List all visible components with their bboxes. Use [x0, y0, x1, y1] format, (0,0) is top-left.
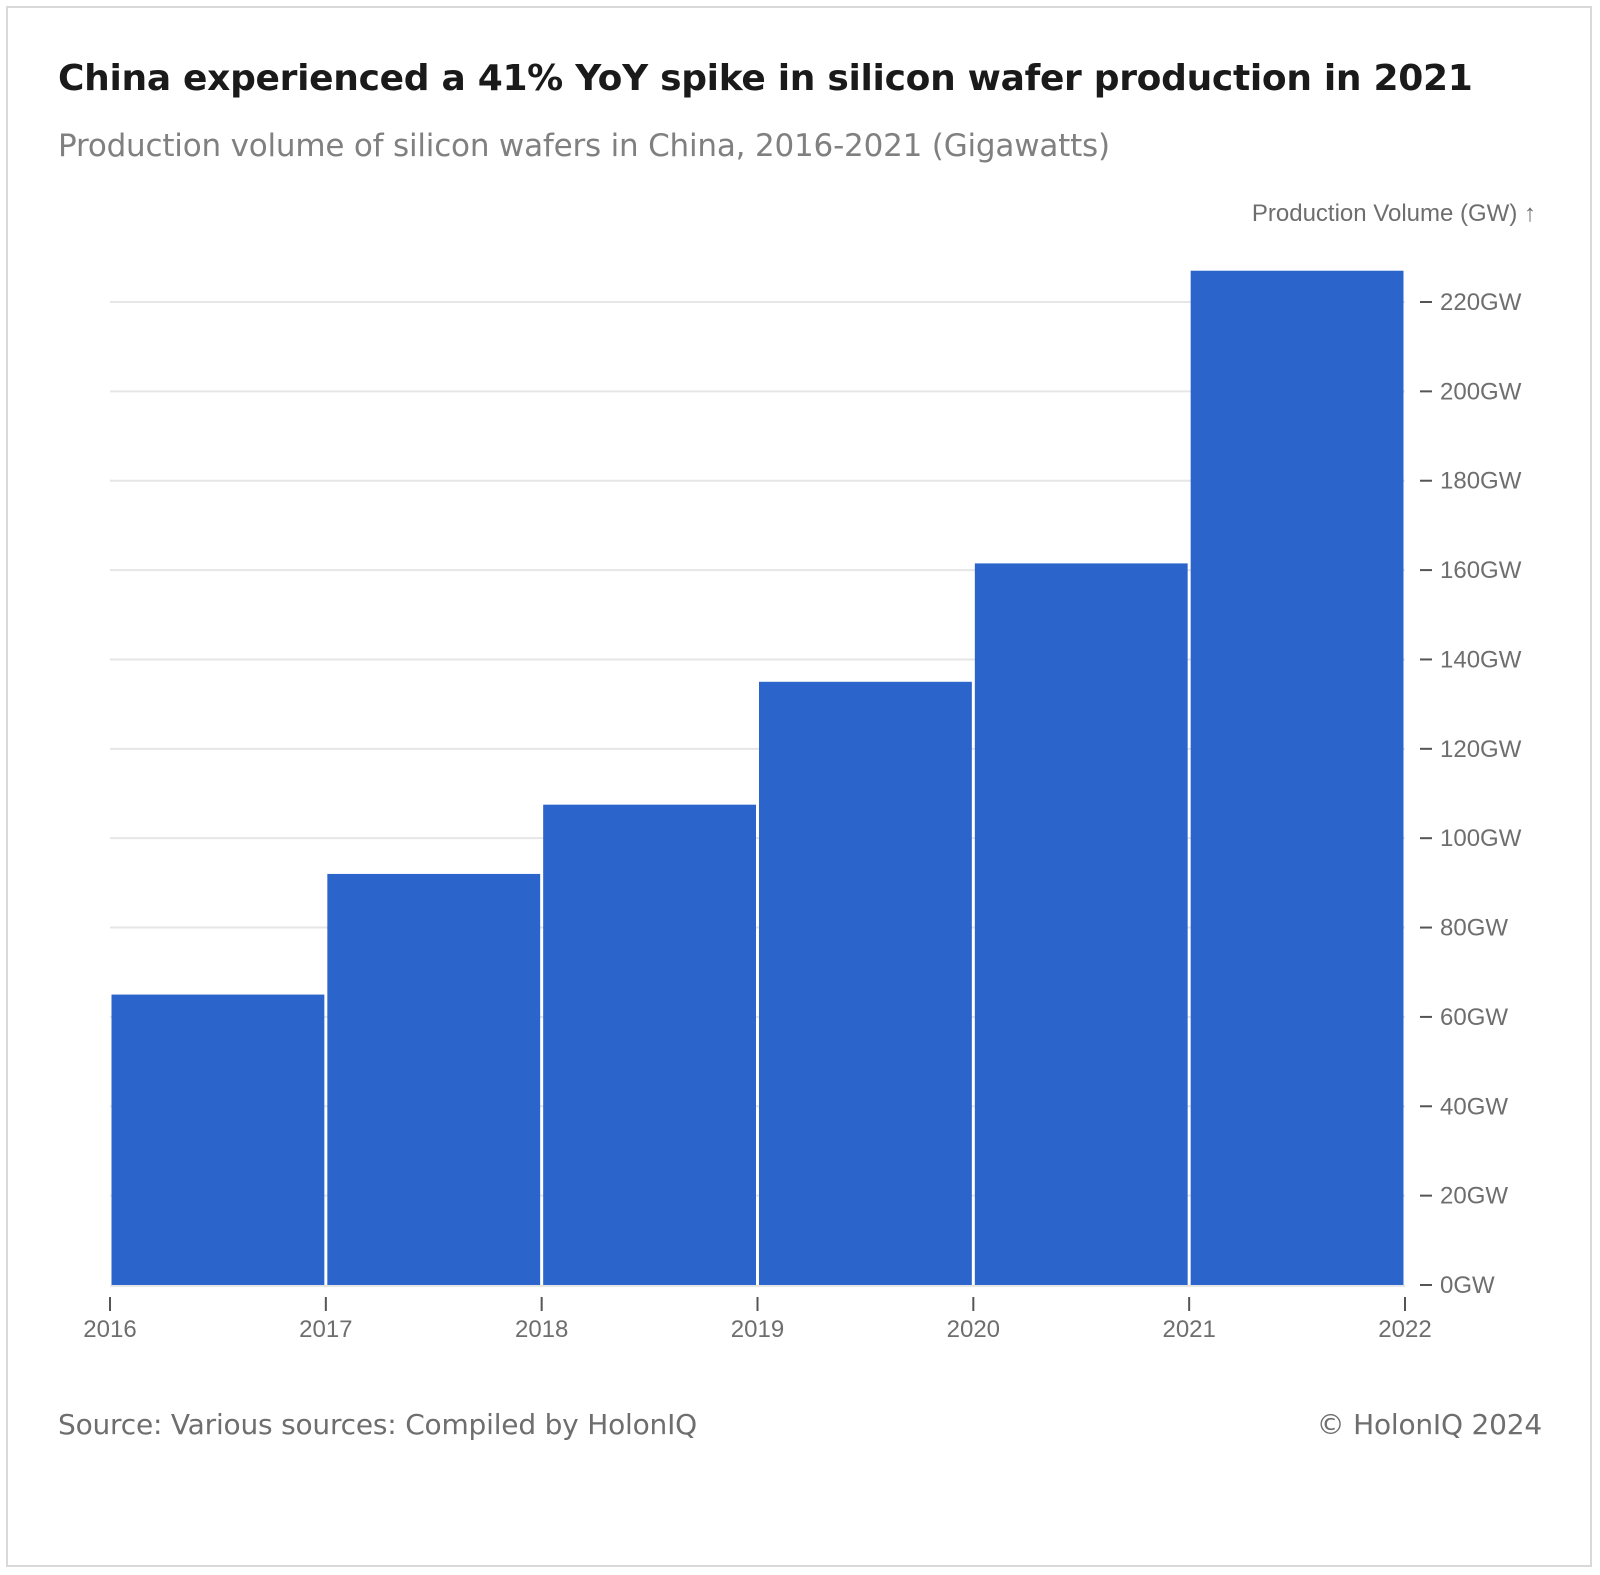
bar-2020	[974, 563, 1188, 1285]
y-tick-label: 0GW	[1440, 1272, 1495, 1299]
x-tick-label: 2021	[1162, 1316, 1215, 1343]
y-tick-label: 120GW	[1440, 736, 1522, 763]
y-tick-label: 20GW	[1440, 1183, 1508, 1210]
source-note: Source: Various sources: Compiled by Hol…	[58, 1408, 697, 1441]
axes: 0GW 20GW 40GW 60GW 80GW 100GW 120GW 140GW 160GW 1…	[83, 289, 1521, 1343]
y-tick-label: 180GW	[1440, 468, 1522, 495]
y-tick-label: 220GW	[1440, 289, 1522, 316]
y-tick-label: 200GW	[1440, 378, 1522, 405]
copyright-note: © HolonIQ 2024	[1316, 1408, 1543, 1441]
bars	[111, 270, 1404, 1285]
x-tick-label: 2020	[947, 1316, 1000, 1343]
bar-2016	[111, 994, 325, 1285]
bar-2019	[759, 681, 972, 1285]
bar-2018	[543, 804, 756, 1285]
x-tick-label: 2019	[731, 1316, 784, 1343]
gridlines	[110, 301, 1405, 1197]
x-tick-label: 2022	[1378, 1316, 1431, 1343]
chart-subtitle: Production volume of silicon wafers in C…	[58, 128, 1110, 164]
bar-chart: 0GW 20GW 40GW 60GW 80GW 100GW 120GW 140GW 160GW 1…	[83, 200, 1536, 1343]
y-tick-label: 100GW	[1440, 825, 1522, 852]
x-tick-label: 2016	[83, 1316, 136, 1343]
y-tick-label: 40GW	[1440, 1093, 1508, 1120]
chart-title: China experienced a 41% YoY spike in sil…	[58, 58, 1473, 99]
y-tick-label: 140GW	[1440, 646, 1522, 673]
bar-2021	[1190, 270, 1404, 1285]
x-tick-label: 2017	[299, 1316, 352, 1343]
y-axis-title: Production Volume (GW) ↑	[1252, 200, 1536, 227]
y-tick-label: 160GW	[1440, 557, 1522, 584]
bar-2017	[327, 873, 541, 1285]
y-tick-label: 60GW	[1440, 1004, 1508, 1031]
x-tick-label: 2018	[515, 1316, 568, 1343]
y-tick-label: 80GW	[1440, 915, 1508, 942]
